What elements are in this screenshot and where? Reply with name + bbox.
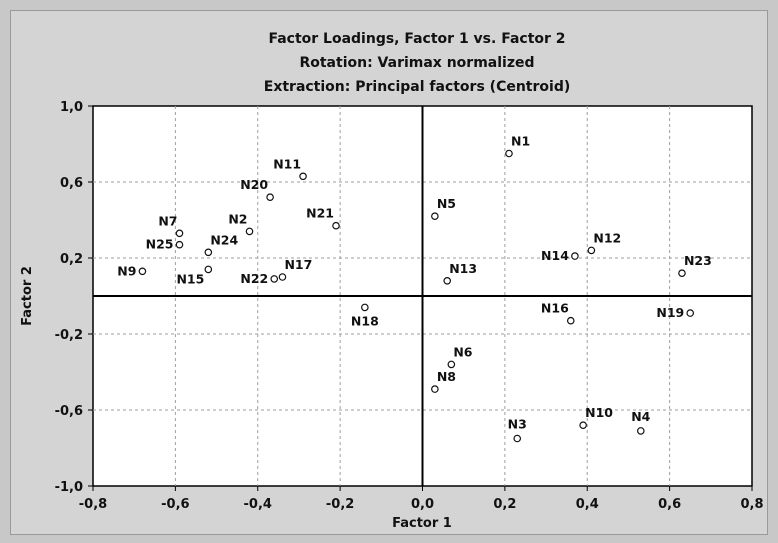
data-point-label: N25 <box>146 237 174 252</box>
data-point-label: N17 <box>284 257 312 272</box>
y-axis-label: Factor 2 <box>20 266 35 326</box>
y-tick-label: 0,6 <box>60 176 83 191</box>
data-point-label: N21 <box>306 206 334 221</box>
data-point-label: N16 <box>541 301 569 316</box>
data-point-n23 <box>678 269 686 278</box>
data-point-n20 <box>266 193 274 202</box>
chart-frame: Factor Loadings, Factor 1 vs. Factor 2 R… <box>10 10 768 535</box>
x-tick-label: 0,6 <box>658 497 681 512</box>
data-point-label: N5 <box>437 196 456 211</box>
data-point-label: N14 <box>541 248 569 263</box>
data-point-label: N2 <box>228 211 247 226</box>
grid-layer <box>93 106 752 486</box>
data-point-label: N15 <box>176 271 204 286</box>
data-point-n16 <box>566 316 575 325</box>
chart-title-line-2: Rotation: Varimax normalized <box>299 55 534 71</box>
data-point-n4 <box>636 427 645 435</box>
scatter-chart: Factor Loadings, Factor 1 vs. Factor 2 R… <box>20 31 764 531</box>
x-tick-label: 0,8 <box>740 497 763 512</box>
data-point-n10 <box>579 421 587 430</box>
x-tick-label: -0,2 <box>326 497 354 512</box>
tick-layer: -0,8 -0,6 -0,4 -0,2 0,0 0,2 0,4 0,6 0,8 1,0 0,6 0,2… <box>55 100 764 512</box>
x-tick-label: 0,2 <box>493 497 516 512</box>
data-point-n18 <box>361 303 369 312</box>
data-point-n13 <box>443 276 452 285</box>
y-tick-label: 0,2 <box>60 252 83 267</box>
y-tick-label: -0,6 <box>55 404 83 419</box>
y-tick-label: 1,0 <box>60 100 83 115</box>
data-point-n1 <box>505 149 513 158</box>
data-point-label: N22 <box>240 271 268 286</box>
data-point-n5 <box>431 212 439 221</box>
chart-title-line-1: Factor Loadings, Factor 1 vs. Factor 2 <box>268 31 565 47</box>
data-point-label: N19 <box>656 305 684 320</box>
point-layer: N1 N2 N3 N4 N5 N6 N7 N8 N9 N10 N11 N12 N13 N14 N15 N16 N… <box>117 134 712 443</box>
data-point-label: N12 <box>593 230 621 245</box>
data-point-label: N9 <box>117 263 136 278</box>
data-point-n7 <box>175 229 184 238</box>
x-axis-label: Factor 1 <box>392 516 452 531</box>
data-point-label: N13 <box>449 261 477 276</box>
x-tick-label: 0,4 <box>576 497 599 512</box>
chart-title-line-3: Extraction: Principal factors (Centroid) <box>264 79 570 95</box>
data-point-label: N24 <box>210 232 238 247</box>
data-point-n12 <box>587 246 596 255</box>
data-point-n9 <box>138 267 147 276</box>
data-point-label: N6 <box>453 344 472 359</box>
data-point-n2 <box>245 227 254 236</box>
x-tick-label: 0,0 <box>411 497 434 512</box>
y-tick-label: -1,0 <box>55 480 83 495</box>
x-tick-label: -0,6 <box>161 497 189 512</box>
data-point-label: N20 <box>240 177 268 192</box>
data-point-label: N8 <box>437 369 456 384</box>
y-tick-label: -0,2 <box>55 328 83 343</box>
data-point-label: N18 <box>351 313 379 328</box>
data-point-label: N4 <box>631 409 650 424</box>
data-point-n17 <box>278 273 287 281</box>
data-point-label: N23 <box>684 253 712 268</box>
data-point-label: N3 <box>508 417 527 432</box>
data-point-n21 <box>332 221 340 230</box>
data-point-n25 <box>175 240 184 249</box>
x-tick-label: -0,8 <box>79 497 107 512</box>
data-point-label: N1 <box>511 134 530 149</box>
x-tick-label: -0,4 <box>244 497 272 512</box>
data-point-n22 <box>270 275 279 283</box>
data-point-n24 <box>204 248 213 257</box>
data-point-n8 <box>431 385 439 393</box>
data-point-n14 <box>571 252 579 260</box>
data-point-label: N11 <box>273 156 301 171</box>
data-point-label: N10 <box>585 405 613 420</box>
data-point-label: N7 <box>158 213 177 228</box>
data-point-n3 <box>513 434 522 443</box>
data-point-n15 <box>204 265 213 274</box>
data-point-n11 <box>299 172 307 181</box>
data-point-n6 <box>447 360 456 369</box>
data-point-n19 <box>686 309 695 317</box>
